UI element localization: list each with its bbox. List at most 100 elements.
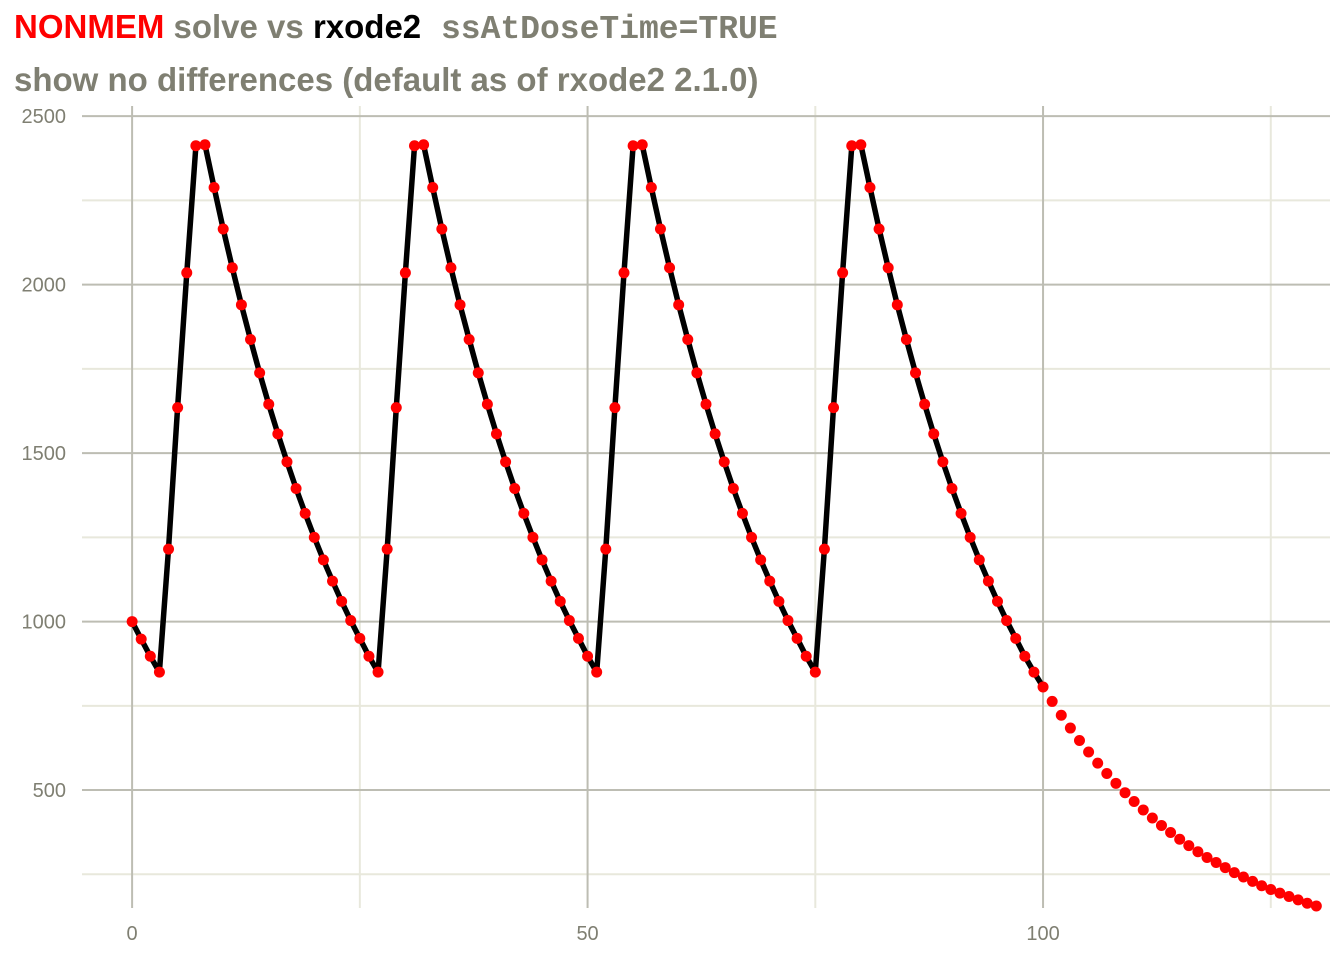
data-point [654, 223, 666, 235]
data-point [609, 402, 621, 414]
data-point [327, 575, 339, 587]
data-point [299, 507, 311, 519]
data-point [463, 334, 475, 346]
data-point [153, 666, 165, 678]
data-point [746, 531, 758, 543]
data-point [1301, 897, 1313, 909]
data-point [1119, 787, 1131, 799]
data-point [982, 575, 994, 587]
data-point [399, 267, 411, 279]
data-point [837, 267, 849, 279]
y-tick-label: 1000 [22, 612, 67, 634]
data-point [536, 554, 548, 566]
data-point [1210, 857, 1222, 869]
data-point [919, 398, 931, 410]
data-point [1037, 681, 1049, 693]
y-tick-label: 1500 [22, 443, 67, 465]
data-point [1165, 827, 1177, 839]
data-point [1310, 900, 1322, 912]
data-point [673, 299, 685, 311]
y-tick-label: 2000 [22, 275, 67, 297]
data-point [755, 554, 767, 566]
data-point [900, 334, 912, 346]
data-point [1028, 666, 1040, 678]
data-point [727, 482, 739, 494]
data-point [828, 402, 840, 414]
data-point [873, 223, 885, 235]
data-point [345, 615, 357, 627]
data-point [163, 543, 175, 555]
title-code: ssAtDoseTime=TRUE [421, 11, 778, 48]
data-point [1283, 891, 1295, 903]
data-point [1155, 819, 1167, 831]
data-point [718, 456, 730, 468]
data-point [1101, 768, 1113, 780]
data-point [582, 650, 594, 662]
data-point [181, 267, 193, 279]
x-tick-label: 0 [127, 923, 138, 945]
data-point [199, 139, 211, 151]
y-tick-label: 2500 [22, 106, 67, 128]
data-point [973, 554, 985, 566]
data-point [554, 595, 566, 607]
data-point [135, 633, 147, 645]
data-point [1055, 709, 1067, 721]
data-point [390, 402, 402, 414]
data-point [235, 299, 247, 311]
data-point [490, 428, 502, 440]
data-point [700, 398, 712, 410]
data-point [500, 456, 512, 468]
data-point [946, 482, 958, 494]
data-point [1292, 894, 1304, 906]
data-point [1064, 722, 1076, 734]
data-point [563, 615, 575, 627]
data-point [472, 367, 484, 379]
x-tick-label: 100 [1026, 923, 1059, 945]
data-point [363, 650, 375, 662]
data-point [190, 140, 202, 152]
data-point [545, 575, 557, 587]
data-point [418, 139, 430, 151]
data-point [518, 507, 530, 519]
grid-major [82, 106, 1330, 908]
data-point [1174, 833, 1186, 845]
data-point [937, 456, 949, 468]
data-point [1201, 851, 1213, 863]
data-point [217, 223, 229, 235]
data-point [454, 299, 466, 311]
data-point [891, 299, 903, 311]
data-point [245, 334, 257, 346]
data-point [290, 482, 302, 494]
data-point [600, 543, 612, 555]
data-point [372, 666, 384, 678]
data-point [709, 428, 721, 440]
data-point [381, 543, 393, 555]
data-point [1265, 883, 1277, 895]
data-point [436, 223, 448, 235]
data-point [618, 267, 630, 279]
data-point [682, 334, 694, 346]
data-point [1092, 757, 1104, 769]
data-point [809, 666, 821, 678]
data-point [281, 456, 293, 468]
data-point [1256, 880, 1268, 892]
data-point [445, 262, 457, 274]
chart-title: NONMEM solve vs rxode2 ssAtDoseTime=TRUE [14, 10, 778, 46]
data-point [800, 650, 812, 662]
data-point [427, 182, 439, 194]
data-point [172, 402, 184, 414]
data-point [1083, 746, 1095, 758]
data-point [263, 398, 275, 410]
data-point [691, 367, 703, 379]
data-point [627, 140, 639, 152]
data-point [1237, 871, 1249, 883]
x-tick-label: 50 [576, 923, 598, 945]
data-point [1137, 804, 1149, 816]
data-point [336, 595, 348, 607]
data-point [664, 262, 676, 274]
data-point [1019, 650, 1031, 662]
title-nonmem: NONMEM [14, 8, 165, 45]
grid-minor [82, 106, 1330, 908]
data-point [1001, 615, 1013, 627]
data-point [1192, 846, 1204, 858]
